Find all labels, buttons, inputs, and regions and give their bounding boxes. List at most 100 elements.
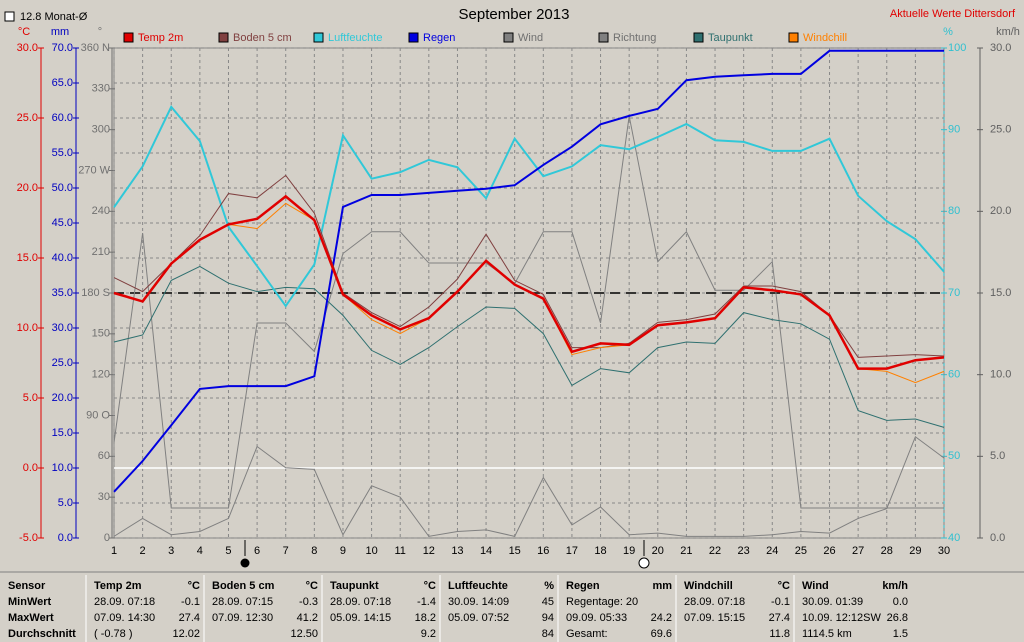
y-tick-label: 55.0 <box>52 147 73 159</box>
legend-label: Wind <box>518 32 543 44</box>
cell-value: 9.2 <box>421 628 436 640</box>
legend-label: Richtung <box>613 32 656 44</box>
legend-swatch <box>408 32 419 43</box>
y-tick-label: 45.0 <box>52 217 73 229</box>
y-tick-label: 70.0 <box>52 42 73 54</box>
cell-text: Regentage: 20 <box>566 596 638 608</box>
x-tick-label: 23 <box>738 545 750 557</box>
cell-text: 10.09. 12:12SW <box>802 612 882 624</box>
y-tick-label: 40 <box>948 532 960 544</box>
cell-text: 05.09. 14:15 <box>330 612 391 624</box>
x-tick-label: 17 <box>566 545 578 557</box>
x-tick-label: 11 <box>394 545 405 557</box>
legend-swatch <box>788 32 799 43</box>
x-tick-label: 26 <box>823 545 835 557</box>
y-tick-label: 25.0 <box>17 112 38 124</box>
y-tick-label: 300 <box>92 124 110 136</box>
column-unit: °C <box>306 580 318 592</box>
y-tick-label: 5.0 <box>23 392 38 404</box>
y-tick-label: 10.0 <box>17 322 38 334</box>
y-tick-label: 90 O <box>86 409 110 421</box>
series-line <box>113 194 945 370</box>
x-tick-label: 7 <box>283 545 289 557</box>
x-tick-label: 2 <box>140 545 146 557</box>
y-tick-label: 80 <box>948 205 960 217</box>
y-tick-label: 100 <box>948 42 966 54</box>
y-tick-label: 50.0 <box>52 182 73 194</box>
x-tick-label: 10 <box>365 545 377 557</box>
y-tick-label: 50 <box>948 450 960 462</box>
legend-swatch <box>503 32 514 43</box>
column-unit: mm <box>652 580 672 592</box>
y-tick-label: 15.0 <box>52 427 73 439</box>
axis-unit: ° <box>98 26 102 38</box>
y-tick-label: 360 N <box>81 42 110 54</box>
checkbox[interactable] <box>4 11 15 22</box>
y-tick-label: 30 <box>98 491 110 503</box>
cell-value: 69.6 <box>651 628 672 640</box>
y-tick-label: 240 <box>92 205 110 217</box>
x-tick-label: 5 <box>225 545 231 557</box>
y-tick-label: -5.0 <box>19 532 38 544</box>
y-tick-label: 20.0 <box>52 392 73 404</box>
y-tick-label: 90 <box>948 124 960 136</box>
x-tick-label: 8 <box>311 545 317 557</box>
y-tick-label: 5.0 <box>990 450 1005 462</box>
x-tick-label: 28 <box>881 545 893 557</box>
y-tick-label: 5.0 <box>58 497 73 509</box>
cell-value: 41.2 <box>297 612 318 624</box>
legend-label: Temp 2m <box>138 32 183 44</box>
row-label: Durchschnitt <box>8 628 76 640</box>
y-tick-label: 10.0 <box>52 462 73 474</box>
column-unit: °C <box>424 580 436 592</box>
chart-title: September 2013 <box>459 6 570 23</box>
y-tick-label: 30.0 <box>52 322 73 334</box>
x-tick-label: 6 <box>254 545 260 557</box>
cell-value: 12.50 <box>290 628 318 640</box>
station: Aktuelle Werte Dittersdorf <box>890 8 1016 20</box>
x-tick-label: 21 <box>680 545 692 557</box>
x-tick-label: 15 <box>509 545 521 557</box>
cell-value: -0.1 <box>771 596 790 608</box>
y-tick-label: 15.0 <box>17 252 38 264</box>
y-tick-label: 60.0 <box>52 112 73 124</box>
x-tick-label: 22 <box>709 545 721 557</box>
series-line <box>113 49 944 493</box>
series-line <box>113 104 945 308</box>
legend-swatch <box>123 32 134 43</box>
cell-text: 30.09. 01:39 <box>802 596 863 608</box>
x-tick-label: 25 <box>795 545 807 557</box>
column-name: Wind <box>802 580 829 592</box>
y-tick-label: 270 W <box>78 164 110 176</box>
cell-text: Gesamt: <box>566 628 608 640</box>
legend-swatch <box>598 32 609 43</box>
y-tick-label: 25.0 <box>990 124 1011 136</box>
cell-value: -0.3 <box>299 596 318 608</box>
y-tick-label: 150 <box>92 328 110 340</box>
cell-text: 07.09. 12:30 <box>212 612 273 624</box>
y-tick-label: 15.0 <box>990 287 1011 299</box>
x-tick-label: 16 <box>537 545 549 557</box>
series-line <box>113 115 944 509</box>
column-name: Luftfeuchte <box>448 580 508 592</box>
monthly-mean: 12.8 Monat-Ø <box>20 11 88 23</box>
y-tick-label: 65.0 <box>52 77 73 89</box>
x-tick-label: 1 <box>111 545 117 557</box>
column-name: Regen <box>566 580 600 592</box>
legend-label: Taupunkt <box>708 32 753 44</box>
y-tick-label: 70 <box>948 287 960 299</box>
cell-text: 28.09. 07:18 <box>330 596 391 608</box>
series-line <box>113 435 945 537</box>
y-tick-label: 0.0 <box>23 462 38 474</box>
x-tick-label: 12 <box>423 545 435 557</box>
cell-value: 0.0 <box>893 596 908 608</box>
x-tick-label: 9 <box>340 545 346 557</box>
cell-value: 94 <box>542 612 554 624</box>
y-tick-label: 30.0 <box>990 42 1011 54</box>
moon-phases <box>240 540 650 569</box>
cell-value: 26.8 <box>887 612 908 624</box>
x-tick-label: 20 <box>652 545 664 557</box>
cell-text: 1114.5 km <box>802 628 852 640</box>
row-label: Sensor <box>8 580 46 592</box>
x-tick-label: 18 <box>594 545 606 557</box>
